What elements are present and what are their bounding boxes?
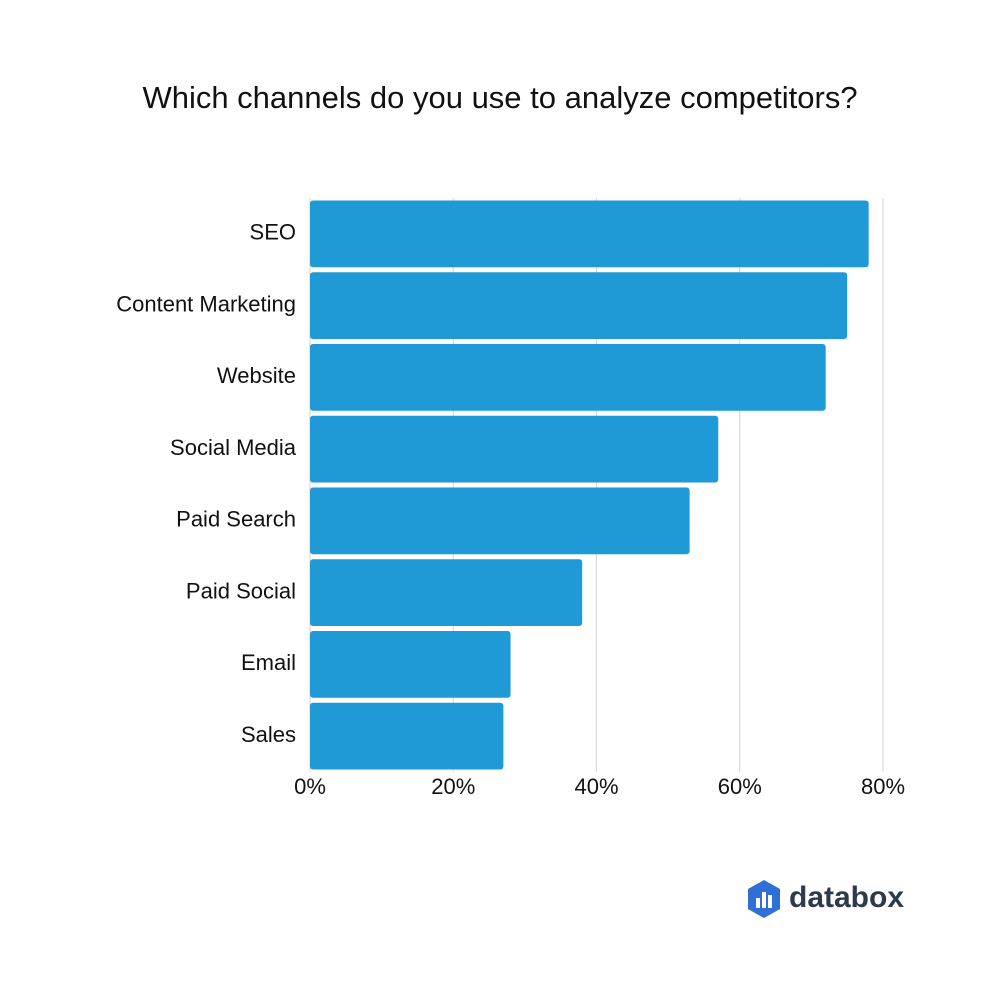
y-tick-label: Website (217, 363, 296, 388)
logo-text: databox (789, 881, 904, 914)
bar (310, 415, 719, 483)
logo-icon-bar (762, 892, 766, 908)
bar (310, 631, 511, 698)
logo-icon-bar (768, 895, 772, 908)
y-tick-label: Sales (241, 722, 296, 747)
bar (310, 200, 869, 268)
y-tick-label: Paid Social (186, 578, 296, 603)
y-tick-label: SEO (250, 220, 296, 245)
y-tick-label: Content Marketing (116, 291, 296, 316)
chart-title: Which channels do you use to analyze com… (142, 80, 857, 115)
logo (748, 880, 780, 918)
x-tick-label: 20% (431, 774, 475, 799)
y-tick-label: Social Media (170, 435, 297, 460)
x-tick-label: 40% (574, 774, 618, 799)
y-tick-label: Email (241, 650, 296, 675)
bar (310, 344, 826, 411)
logo-icon-bar (756, 898, 760, 908)
bar (310, 702, 504, 770)
bar (310, 272, 848, 339)
y-tick-label: Paid Search (176, 507, 296, 532)
bar (310, 559, 583, 626)
x-tick-label: 0% (294, 774, 326, 799)
x-tick-label: 60% (718, 774, 762, 799)
x-tick-label: 80% (861, 774, 905, 799)
bar (310, 487, 690, 555)
